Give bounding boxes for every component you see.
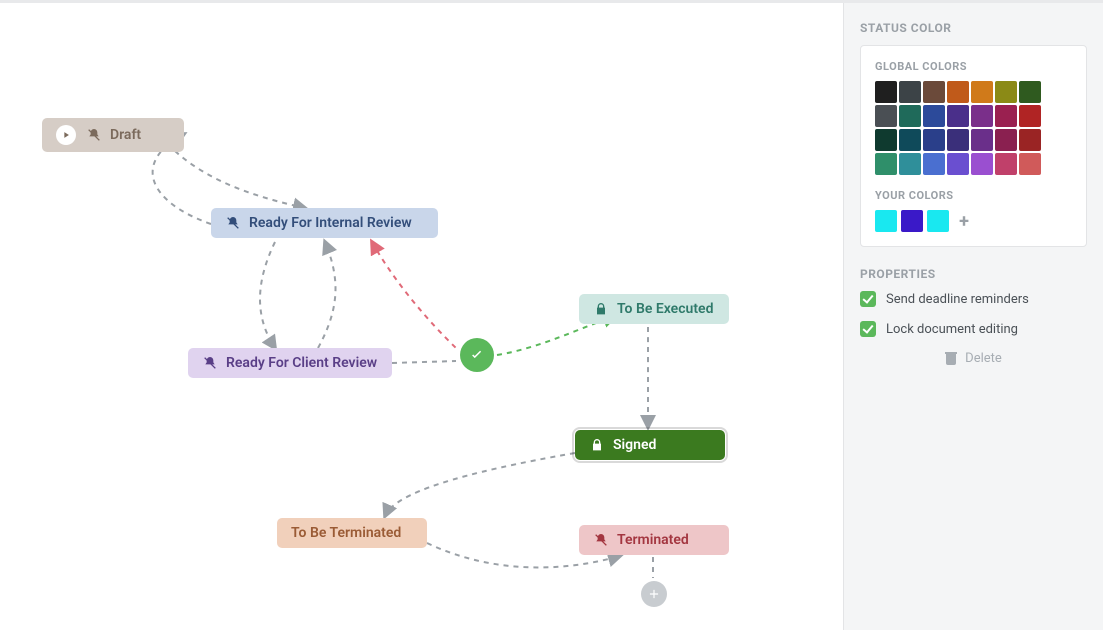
color-swatch[interactable] <box>899 105 921 127</box>
bell-slash-icon <box>225 215 241 231</box>
color-swatch[interactable] <box>923 153 945 175</box>
prop-reminders-label: Send deadline reminders <box>886 292 1029 307</box>
color-swatch[interactable] <box>1019 153 1041 175</box>
delete-label: Delete <box>965 351 1002 366</box>
node-signed[interactable]: Signed <box>575 430 725 460</box>
prop-reminders-row[interactable]: Send deadline reminders <box>860 291 1087 307</box>
color-swatch[interactable] <box>923 81 945 103</box>
node-internal[interactable]: Ready For Internal Review <box>211 208 438 238</box>
bell-slash-icon <box>86 127 102 143</box>
node-label: Draft <box>110 127 141 143</box>
color-swatch[interactable] <box>899 129 921 151</box>
edge <box>175 151 305 208</box>
color-swatch[interactable] <box>923 105 945 127</box>
edge <box>260 242 275 348</box>
color-swatch[interactable] <box>995 81 1017 103</box>
node-tobeexec[interactable]: To Be Executed <box>579 294 729 324</box>
node-label: To Be Terminated <box>291 525 401 541</box>
global-swatches <box>875 81 1072 175</box>
start-badge <box>56 125 76 145</box>
color-swatch[interactable] <box>875 129 897 151</box>
edge <box>392 361 456 363</box>
color-swatch[interactable] <box>901 210 923 232</box>
status-color-title: STATUS COLOR <box>860 21 1087 35</box>
node-label: Terminated <box>617 532 689 548</box>
lock-icon <box>589 437 605 453</box>
color-swatch[interactable] <box>971 81 993 103</box>
node-label: To Be Executed <box>617 301 713 317</box>
plus-icon <box>647 587 661 601</box>
color-swatch[interactable] <box>899 153 921 175</box>
color-swatch[interactable] <box>1019 129 1041 151</box>
colors-panel: GLOBAL COLORS YOUR COLORS + <box>860 45 1087 247</box>
node-label: Signed <box>613 437 656 453</box>
color-swatch[interactable] <box>923 129 945 151</box>
checkpoint-node[interactable] <box>460 338 494 372</box>
node-label: Ready For Internal Review <box>249 215 412 231</box>
delete-button[interactable]: Delete <box>860 351 1087 366</box>
trash-icon <box>945 352 957 366</box>
checkbox-checked-icon <box>860 291 876 307</box>
color-swatch[interactable] <box>875 210 897 232</box>
node-tobeterm[interactable]: To Be Terminated <box>277 518 427 548</box>
edge <box>372 242 456 348</box>
color-swatch[interactable] <box>995 105 1017 127</box>
bell-slash-icon <box>202 355 218 371</box>
your-swatches: + <box>875 210 1072 232</box>
node-label: Ready For Client Review <box>226 355 377 371</box>
checkbox-checked-icon <box>860 321 876 337</box>
prop-lock-row[interactable]: Lock document editing <box>860 321 1087 337</box>
sidebar: STATUS COLOR GLOBAL COLORS YOUR COLORS +… <box>843 3 1103 630</box>
edge <box>318 242 335 348</box>
color-swatch[interactable] <box>1019 81 1041 103</box>
check-icon <box>468 346 486 364</box>
app-root: Draft Ready For Internal Review Ready For … <box>0 0 1103 630</box>
properties-title: PROPERTIES <box>860 267 1087 281</box>
color-swatch[interactable] <box>927 210 949 232</box>
prop-lock-label: Lock document editing <box>886 322 1018 337</box>
edge <box>385 453 575 516</box>
add-node-button[interactable] <box>641 581 667 607</box>
lock-icon <box>593 301 609 317</box>
color-swatch[interactable] <box>947 129 969 151</box>
color-swatch[interactable] <box>995 129 1017 151</box>
color-swatch[interactable] <box>875 81 897 103</box>
node-client[interactable]: Ready For Client Review <box>188 348 392 378</box>
workflow-canvas[interactable]: Draft Ready For Internal Review Ready For … <box>0 3 843 630</box>
node-draft[interactable]: Draft <box>42 118 184 152</box>
color-swatch[interactable] <box>971 105 993 127</box>
node-terminated[interactable]: Terminated <box>579 525 729 555</box>
color-swatch[interactable] <box>899 81 921 103</box>
color-swatch[interactable] <box>971 153 993 175</box>
global-colors-title: GLOBAL COLORS <box>875 60 1072 73</box>
your-colors-title: YOUR COLORS <box>875 189 1072 202</box>
color-swatch[interactable] <box>947 105 969 127</box>
add-color-button[interactable]: + <box>953 210 975 232</box>
color-swatch[interactable] <box>971 129 993 151</box>
color-swatch[interactable] <box>947 153 969 175</box>
color-swatch[interactable] <box>1019 105 1041 127</box>
color-swatch[interactable] <box>995 153 1017 175</box>
bell-slash-icon <box>593 532 609 548</box>
color-swatch[interactable] <box>947 81 969 103</box>
color-swatch[interactable] <box>875 153 897 175</box>
color-swatch[interactable] <box>875 105 897 127</box>
